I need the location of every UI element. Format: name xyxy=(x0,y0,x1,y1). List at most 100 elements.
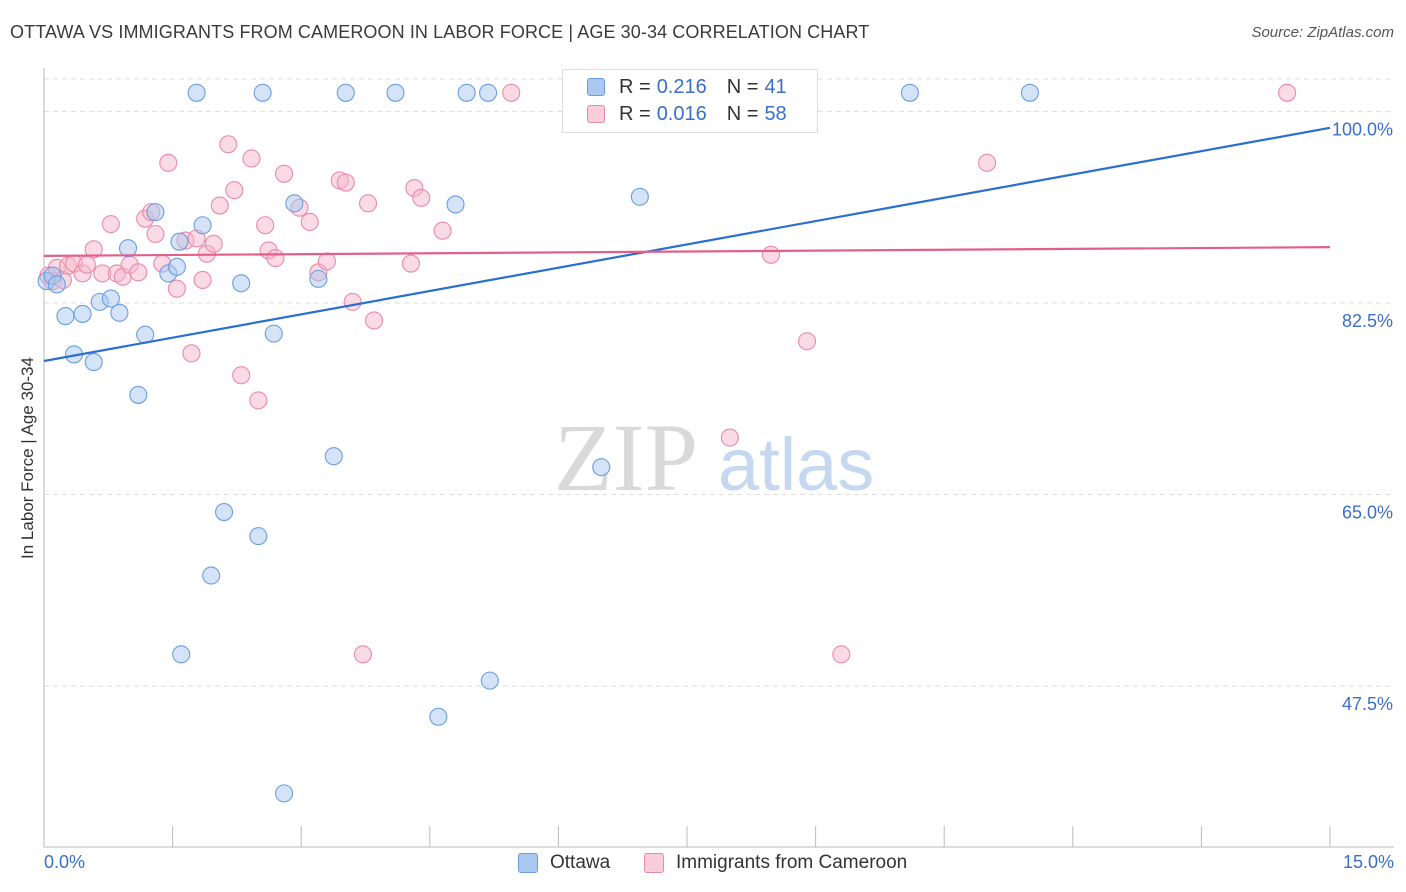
r-label: R = xyxy=(619,75,651,98)
legend-swatch-cameroon xyxy=(644,853,664,873)
r-value: 0.216 xyxy=(656,75,707,98)
y-axis-label: In Labor Force | Age 30-34 xyxy=(18,357,37,559)
cameroon-point xyxy=(336,173,355,192)
cameroon-trend-line xyxy=(43,246,1331,257)
ottawa-point xyxy=(324,447,343,466)
ottawa-point xyxy=(630,187,649,206)
cameroon-point xyxy=(433,221,452,240)
legend-label-ottawa: Ottawa xyxy=(550,852,611,873)
ottawa-point xyxy=(479,83,498,102)
stats-legend: R = 0.216 N = 41 R = 0.016 N = 58 xyxy=(562,69,818,133)
cameroon-point xyxy=(300,212,319,232)
ottawa-point xyxy=(187,83,206,102)
y-tick-label: 82.5% xyxy=(1342,311,1393,331)
grid-lines xyxy=(44,78,1394,687)
cameroon-point xyxy=(502,83,521,102)
cameroon-point xyxy=(266,249,285,268)
cameroon-point xyxy=(146,224,165,244)
legend-item-ottawa: Ottawa xyxy=(518,852,610,874)
ottawa-point xyxy=(172,645,191,664)
ottawa-point xyxy=(232,274,251,293)
cameroon-point xyxy=(182,344,201,363)
y-tick-label: 100.0% xyxy=(1332,119,1393,139)
n-label: N = xyxy=(726,75,759,98)
ottawa-point xyxy=(446,195,465,214)
axes xyxy=(43,68,1394,848)
legend-row-ottawa: R = 0.216 N = 41 xyxy=(587,75,787,99)
watermark: ZIP atlas xyxy=(554,404,874,511)
ottawa-point xyxy=(47,275,66,294)
cameroon-point xyxy=(77,255,96,274)
cameroon-point xyxy=(242,149,261,168)
cameroon-point xyxy=(412,188,431,207)
legend-swatch-ottawa xyxy=(518,853,538,873)
ottawa-point xyxy=(101,289,120,308)
cameroon-point xyxy=(401,254,420,273)
cameroon-point xyxy=(101,215,120,234)
r-label: R = xyxy=(619,102,651,125)
ottawa-point xyxy=(73,304,92,323)
ottawa-trend-line xyxy=(43,126,1331,363)
cameroon-point xyxy=(797,332,817,351)
ottawa-point xyxy=(202,566,221,585)
n-value: 41 xyxy=(764,75,787,98)
legend-swatch-ottawa xyxy=(587,78,605,96)
cameroon-point xyxy=(343,292,362,311)
ottawa-point xyxy=(592,458,611,477)
y-tick-label: 47.5% xyxy=(1342,694,1393,714)
ottawa-point xyxy=(253,83,272,102)
trend-lines xyxy=(43,126,1331,363)
cameroon-point xyxy=(256,216,275,235)
ottawa-point xyxy=(118,239,138,258)
cameroon-point xyxy=(353,645,372,664)
ottawa-point xyxy=(480,671,499,690)
cameroon-point xyxy=(359,194,378,213)
ottawa-point xyxy=(214,502,234,522)
series-cameroon-points xyxy=(39,83,1297,664)
cameroon-point xyxy=(1278,83,1297,102)
ottawa-point xyxy=(129,385,148,404)
x-tick-min: 0.0% xyxy=(44,852,86,872)
ottawa-point xyxy=(386,83,405,102)
n-label: N = xyxy=(726,102,759,125)
cameroon-point xyxy=(159,153,178,172)
cameroon-point xyxy=(232,366,251,385)
cameroon-point xyxy=(978,153,997,172)
ottawa-point xyxy=(249,527,268,546)
watermark-atlas: atlas xyxy=(718,423,874,506)
series-legend: Ottawa Immigrants from Cameroon xyxy=(0,852,1406,878)
cameroon-point xyxy=(761,245,781,264)
legend-row-cameroon: R = 0.016 N = 58 xyxy=(587,102,787,126)
ottawa-point xyxy=(167,257,186,276)
cameroon-point xyxy=(365,311,384,330)
watermark-zip: ZIP xyxy=(554,404,698,511)
ottawa-point xyxy=(146,203,165,222)
ottawa-point xyxy=(264,324,283,343)
ottawa-point xyxy=(309,269,328,288)
ottawa-point xyxy=(457,83,476,102)
cameroon-point xyxy=(204,234,223,253)
cameroon-point xyxy=(193,270,212,290)
ottawa-point xyxy=(193,216,212,235)
cameroon-point xyxy=(219,135,238,154)
legend-swatch-cameroon xyxy=(587,105,605,123)
chart-title: OTTAWA VS IMMIGRANTS FROM CAMEROON IN LA… xyxy=(10,22,870,42)
ottawa-point xyxy=(1020,83,1039,102)
ottawa-point xyxy=(84,353,103,372)
cameroon-point xyxy=(275,164,294,183)
cameroon-point xyxy=(84,240,103,259)
legend-item-cameroon: Immigrants from Cameroon xyxy=(644,852,907,874)
n-value: 58 xyxy=(764,102,787,125)
y-tick-labels: 100.0% 82.5% 65.0% 47.5% xyxy=(1332,119,1393,714)
ottawa-point xyxy=(900,83,919,102)
cameroon-point xyxy=(129,263,148,282)
cameroon-point xyxy=(832,645,851,664)
legend-label-cameroon: Immigrants from Cameroon xyxy=(676,852,908,873)
cameroon-point xyxy=(249,391,268,410)
ottawa-point xyxy=(56,307,75,326)
y-tick-label: 65.0% xyxy=(1342,503,1393,523)
cameroon-point xyxy=(210,196,229,215)
r-value: 0.016 xyxy=(656,102,707,125)
cameroon-point xyxy=(720,428,739,447)
